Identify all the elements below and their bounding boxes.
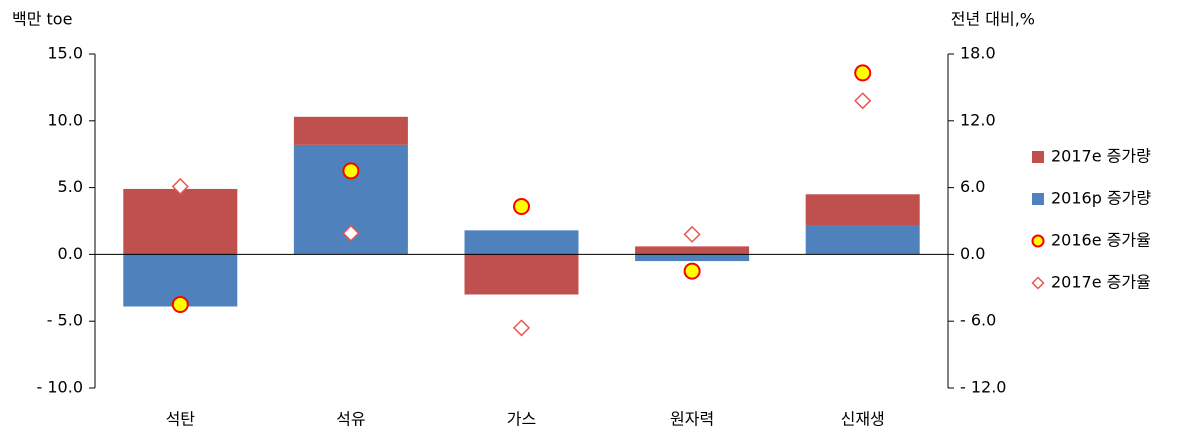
y-tick-label: 0.0 — [58, 244, 83, 263]
point — [683, 262, 701, 280]
y-tick-label: 15.0 — [47, 44, 83, 63]
y2-tick-label: - 12.0 — [960, 378, 1006, 397]
x-tick-label: 가스 — [507, 410, 536, 429]
y2-axis-title: 전년 대비,% — [951, 10, 1035, 29]
legend-label: 2016e 증가율 — [1051, 231, 1151, 250]
legend-swatch — [1032, 151, 1044, 163]
y2-tick-label: 6.0 — [960, 177, 985, 196]
point — [512, 319, 531, 337]
bar — [293, 116, 408, 145]
legend-label: 2017e 증가율 — [1051, 273, 1151, 292]
point — [171, 296, 189, 313]
legend-label: 2016p 증가량 — [1051, 189, 1151, 208]
legend-label: 2017e 증가량 — [1051, 147, 1151, 166]
x-tick-label: 신재생 — [841, 410, 885, 429]
bar — [635, 246, 750, 255]
y2-tick-label: 0.0 — [960, 244, 985, 263]
y-tick-label: - 5.0 — [47, 311, 83, 330]
bar — [805, 225, 920, 255]
legend-marker — [1031, 234, 1045, 248]
point — [171, 177, 189, 196]
point — [683, 225, 701, 243]
y-tick-label: 10.0 — [47, 110, 83, 129]
y-axis-title: 백만 toe — [12, 10, 72, 29]
x-tick-label: 원자력 — [670, 410, 714, 429]
point — [854, 64, 872, 82]
point — [342, 224, 360, 242]
bar — [805, 194, 920, 226]
y-tick-label: - 10.0 — [37, 378, 83, 397]
point — [342, 162, 360, 180]
bar — [635, 254, 750, 262]
y-tick-label: 5.0 — [58, 177, 83, 196]
point — [513, 198, 530, 216]
x-tick-label: 석탄 — [166, 410, 196, 429]
bar — [123, 188, 238, 255]
legend-swatch — [1032, 193, 1044, 205]
y2-tick-label: 18.0 — [960, 44, 996, 63]
bar — [464, 230, 579, 255]
x-tick-label: 석유 — [336, 410, 365, 429]
y2-tick-label: - 6.0 — [960, 311, 996, 330]
y2-tick-label: 12.0 — [960, 110, 996, 129]
point — [854, 92, 872, 110]
bar — [464, 254, 579, 295]
legend-marker — [1031, 276, 1045, 290]
